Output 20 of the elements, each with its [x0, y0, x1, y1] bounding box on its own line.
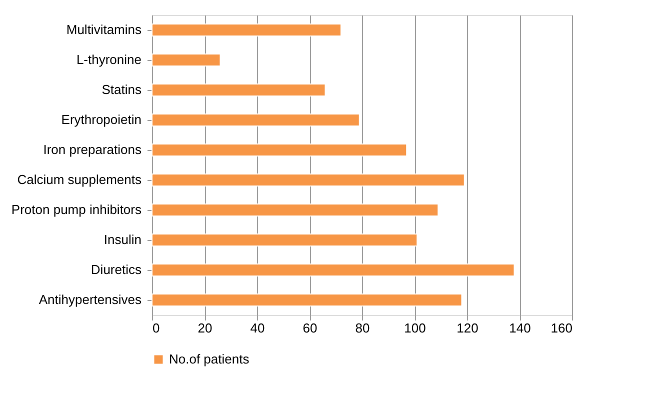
x-tick-label: 160: [550, 320, 572, 336]
x-tick-label: 0: [152, 320, 160, 336]
y-tick-label: Proton pump inhibitors: [11, 202, 142, 217]
x-tick-label: 40: [250, 320, 265, 336]
y-tick-label: Statins: [102, 82, 142, 97]
y-tick-label: Erythropoietin: [61, 112, 142, 127]
y-tick-label: Antihypertensives: [38, 292, 142, 307]
y-tick-label: L-thyronine: [76, 52, 142, 67]
x-tick-label: 140: [509, 320, 531, 336]
x-tick-label: 60: [302, 320, 318, 336]
y-tick-label: Insulin: [104, 232, 142, 247]
y-tick-label: Calcium supplements: [17, 172, 142, 187]
x-tick-label: 80: [355, 320, 370, 336]
y-tick-label: Multivitamins: [66, 22, 142, 37]
x-tick-label: 100: [404, 320, 426, 336]
legend-label: No.of patients: [169, 352, 250, 366]
x-tick-label: 120: [456, 320, 478, 336]
x-tick-label: 20: [198, 320, 212, 336]
y-tick-label: Iron preparations: [43, 142, 142, 157]
y-tick-label: Diuretics: [90, 262, 142, 277]
